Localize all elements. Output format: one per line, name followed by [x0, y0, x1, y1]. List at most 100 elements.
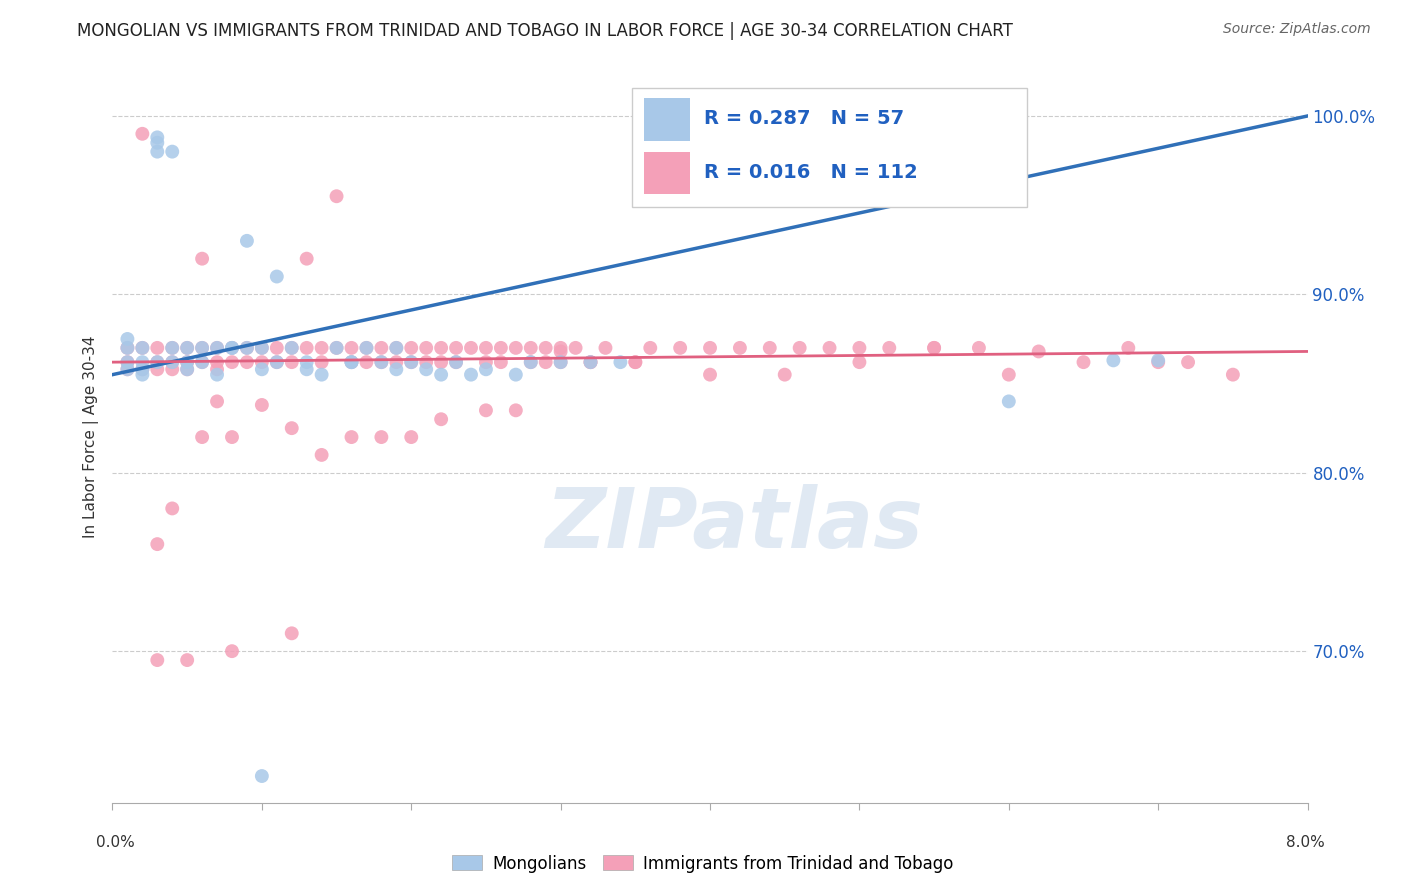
Point: [325, 189, 347, 203]
Point: [117, 341, 139, 355]
Point: [191, 252, 214, 266]
Text: ZIPatlas: ZIPatlas: [546, 484, 922, 566]
Text: 0.0%: 0.0%: [96, 836, 135, 850]
Point: [520, 355, 543, 369]
Point: [281, 341, 304, 355]
Point: [877, 341, 901, 355]
Point: [191, 355, 214, 369]
Point: [773, 368, 796, 382]
Point: [131, 368, 153, 382]
Point: [176, 355, 198, 369]
Point: [848, 341, 870, 355]
Point: [430, 412, 453, 426]
Point: [848, 355, 870, 369]
Point: [146, 355, 169, 369]
Point: [460, 341, 482, 355]
Point: [922, 341, 945, 355]
Point: [385, 341, 408, 355]
Point: [505, 368, 527, 382]
Point: [922, 341, 945, 355]
Point: [520, 355, 543, 369]
Point: [370, 355, 392, 369]
Point: [131, 362, 153, 376]
Point: [340, 355, 363, 369]
Point: [401, 430, 423, 444]
Point: [1147, 353, 1170, 368]
Point: [848, 153, 870, 168]
Point: [550, 355, 572, 369]
Point: [221, 341, 243, 355]
Point: [236, 341, 259, 355]
Point: [475, 341, 498, 355]
Point: [325, 341, 347, 355]
Point: [311, 355, 333, 369]
Point: [221, 355, 243, 369]
Point: [1147, 355, 1170, 369]
Point: [117, 355, 139, 369]
Point: [370, 355, 392, 369]
Point: [266, 355, 288, 369]
Point: [370, 430, 392, 444]
Point: [550, 355, 572, 369]
Point: [250, 769, 273, 783]
Point: [221, 341, 243, 355]
Point: [520, 341, 543, 355]
Point: [579, 355, 602, 369]
Point: [117, 362, 139, 376]
Text: R = 0.287   N = 57: R = 0.287 N = 57: [704, 109, 904, 128]
Point: [221, 341, 243, 355]
Point: [356, 341, 378, 355]
Y-axis label: In Labor Force | Age 30-34: In Labor Force | Age 30-34: [83, 335, 98, 539]
Point: [281, 355, 304, 369]
Point: [131, 355, 153, 369]
Point: [444, 341, 467, 355]
Point: [624, 355, 647, 369]
Point: [221, 644, 243, 658]
Point: [430, 368, 453, 382]
Point: [401, 355, 423, 369]
Point: [444, 355, 467, 369]
Text: R = 0.016   N = 112: R = 0.016 N = 112: [704, 163, 918, 182]
Point: [340, 430, 363, 444]
Point: [534, 341, 557, 355]
Point: [430, 341, 453, 355]
Point: [475, 403, 498, 417]
Point: [505, 341, 527, 355]
Point: [146, 341, 169, 355]
Point: [250, 341, 273, 355]
Point: [131, 127, 153, 141]
Point: [146, 130, 169, 145]
Point: [1028, 344, 1050, 359]
Point: [340, 355, 363, 369]
Point: [370, 341, 392, 355]
Point: [340, 355, 363, 369]
Point: [117, 341, 139, 355]
Point: [1102, 353, 1125, 368]
Point: [475, 355, 498, 369]
Point: [266, 341, 288, 355]
Point: [640, 341, 662, 355]
Point: [250, 355, 273, 369]
Point: [595, 341, 617, 355]
Point: [131, 341, 153, 355]
Point: [609, 355, 631, 369]
Point: [176, 362, 198, 376]
Point: [146, 136, 169, 150]
Point: [624, 355, 647, 369]
Point: [162, 341, 183, 355]
Point: [205, 341, 228, 355]
Text: MONGOLIAN VS IMMIGRANTS FROM TRINIDAD AND TOBAGO IN LABOR FORCE | AGE 30-34 CORR: MONGOLIAN VS IMMIGRANTS FROM TRINIDAD AN…: [77, 22, 1014, 40]
Point: [205, 368, 228, 382]
Point: [281, 421, 304, 435]
Point: [117, 332, 139, 346]
Bar: [644, 98, 690, 141]
Point: [295, 341, 318, 355]
Point: [475, 362, 498, 376]
Point: [281, 341, 304, 355]
Point: [295, 252, 318, 266]
Point: [117, 362, 139, 376]
Point: [266, 269, 288, 284]
Point: [415, 355, 437, 369]
Point: [176, 341, 198, 355]
Legend: Mongolians, Immigrants from Trinidad and Tobago: Mongolians, Immigrants from Trinidad and…: [446, 848, 960, 880]
